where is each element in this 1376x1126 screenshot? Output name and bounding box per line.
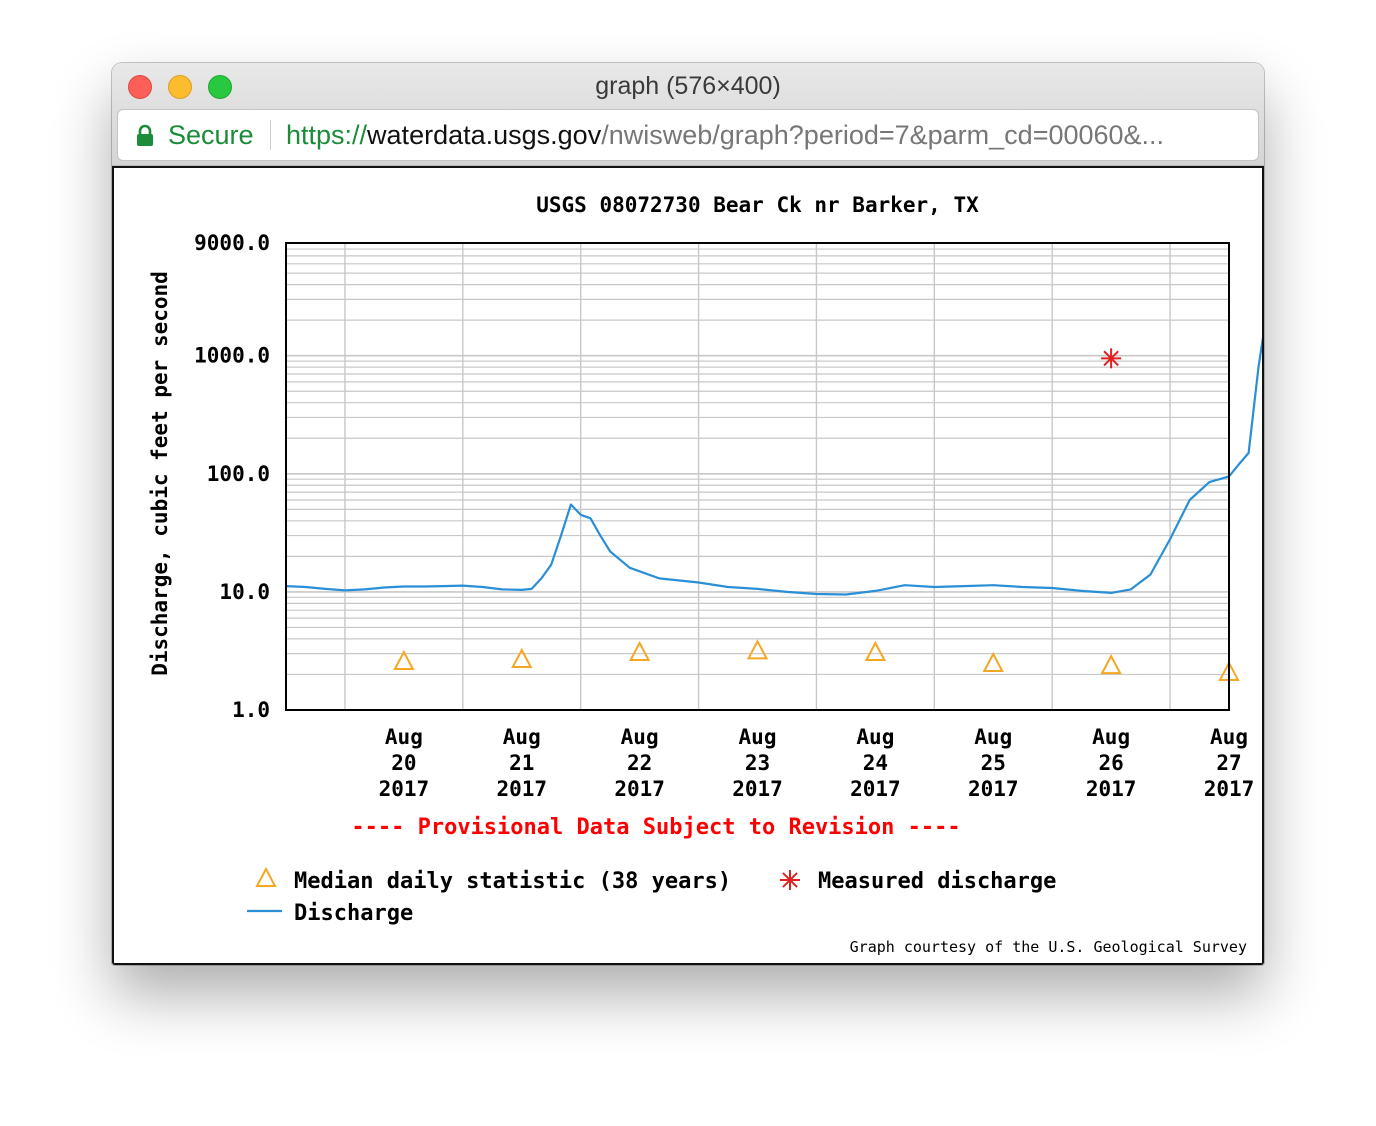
x-tick-month: Aug [1210,725,1248,749]
measured-markers [1101,348,1122,369]
y-tick-label: 9000.0 [194,231,270,255]
measured-point-stroke [1103,350,1119,367]
address-divider [270,120,271,150]
x-tick-month: Aug [739,725,777,749]
x-tick-day: 24 [863,751,888,775]
x-tick-day: 21 [509,751,534,775]
x-tick-month: Aug [974,725,1012,749]
y-tick-label: 1.0 [232,698,270,722]
chart-title: USGS 08072730 Bear Ck nr Barker, TX [536,193,979,217]
median-point [393,649,415,670]
x-tick-year: 2017 [732,777,783,801]
series-line-discharge [285,336,1262,596]
zoom-window-button[interactable] [208,75,232,99]
median-point [982,651,1004,673]
x-tick-day: 25 [981,751,1006,775]
x-tick-month: Aug [856,725,894,749]
x-tick-year: 2017 [1086,777,1137,801]
url-scheme: https:// [286,120,368,150]
x-tick-year: 2017 [614,777,665,801]
legend-median-icon [255,866,277,887]
x-tick-month: Aug [1092,725,1130,749]
legend-measured-label: Measured discharge [818,869,1056,894]
y-axis-label: Discharge, cubic feet per second [148,271,172,676]
browser-window: graph (576×400) Secure https://waterdata… [112,63,1264,965]
median-point [628,640,651,661]
y-tick-label: 100.0 [207,462,270,486]
url-host: waterdata.usgs.gov [367,120,602,150]
median-point [746,639,769,660]
legend-discharge-label: Discharge [294,901,413,926]
median-point [511,647,533,669]
legend-measured-stroke [782,872,798,888]
title-bar: graph (576×400) Secure https://waterdata… [112,63,1264,166]
x-tick-day: 22 [627,751,652,775]
address-bar[interactable]: Secure https://waterdata.usgs.gov/nwiswe… [117,109,1259,161]
median-point [864,640,887,661]
legend-median-label: Median daily statistic (38 years) [294,869,731,894]
x-tick-year: 2017 [850,777,901,801]
x-tick-year: 2017 [968,777,1019,801]
url-text[interactable]: https://waterdata.usgs.gov/nwisweb/graph… [286,120,1252,151]
discharge-chart: USGS 08072730 Bear Ck nr Barker, TX Disch… [148,193,1262,956]
x-tick-labels: Aug202017Aug212017Aug222017Aug232017Aug2… [379,725,1255,801]
close-window-button[interactable] [128,75,152,99]
plot-border [285,242,1230,711]
y-tick-label: 10.0 [219,580,270,604]
x-tick-day: 20 [391,751,416,775]
x-tick-year: 2017 [379,777,430,801]
legend-measured-icon [780,870,800,890]
measured-point [1101,348,1122,369]
x-tick-year: 2017 [496,777,547,801]
y-tick-labels: 9000.0 1000.0 100.0 10.0 1.0 [194,231,270,722]
provisional-note: ---- Provisional Data Subject to Revisio… [351,815,960,840]
x-tick-day: 23 [745,751,770,775]
vertical-gridlines [344,243,1171,710]
legend: Median daily statistic (38 years) Measure… [247,866,1056,926]
secure-label: Secure [168,120,254,150]
median-markers [393,639,1240,681]
x-tick-month: Aug [621,725,659,749]
x-tick-year: 2017 [1204,777,1255,801]
credit-text: Graph courtesy of the U.S. Geological Su… [850,938,1247,956]
url-path: /nwisweb/graph?period=7&parm_cd=00060&..… [601,120,1165,150]
y-tick-label: 1000.0 [194,344,270,368]
plot-area [286,243,1229,710]
x-tick-day: 26 [1098,751,1123,775]
x-tick-month: Aug [385,725,423,749]
window-title: graph (576×400) [595,72,781,100]
page-content: USGS 08072730 Bear Ck nr Barker, TX Disch… [112,166,1264,965]
horizontal-gridlines [286,248,1229,676]
minimize-window-button[interactable] [168,75,192,99]
median-point [1100,653,1122,675]
x-tick-month: Aug [503,725,541,749]
lock-icon [137,124,153,146]
x-tick-day: 27 [1216,751,1241,775]
